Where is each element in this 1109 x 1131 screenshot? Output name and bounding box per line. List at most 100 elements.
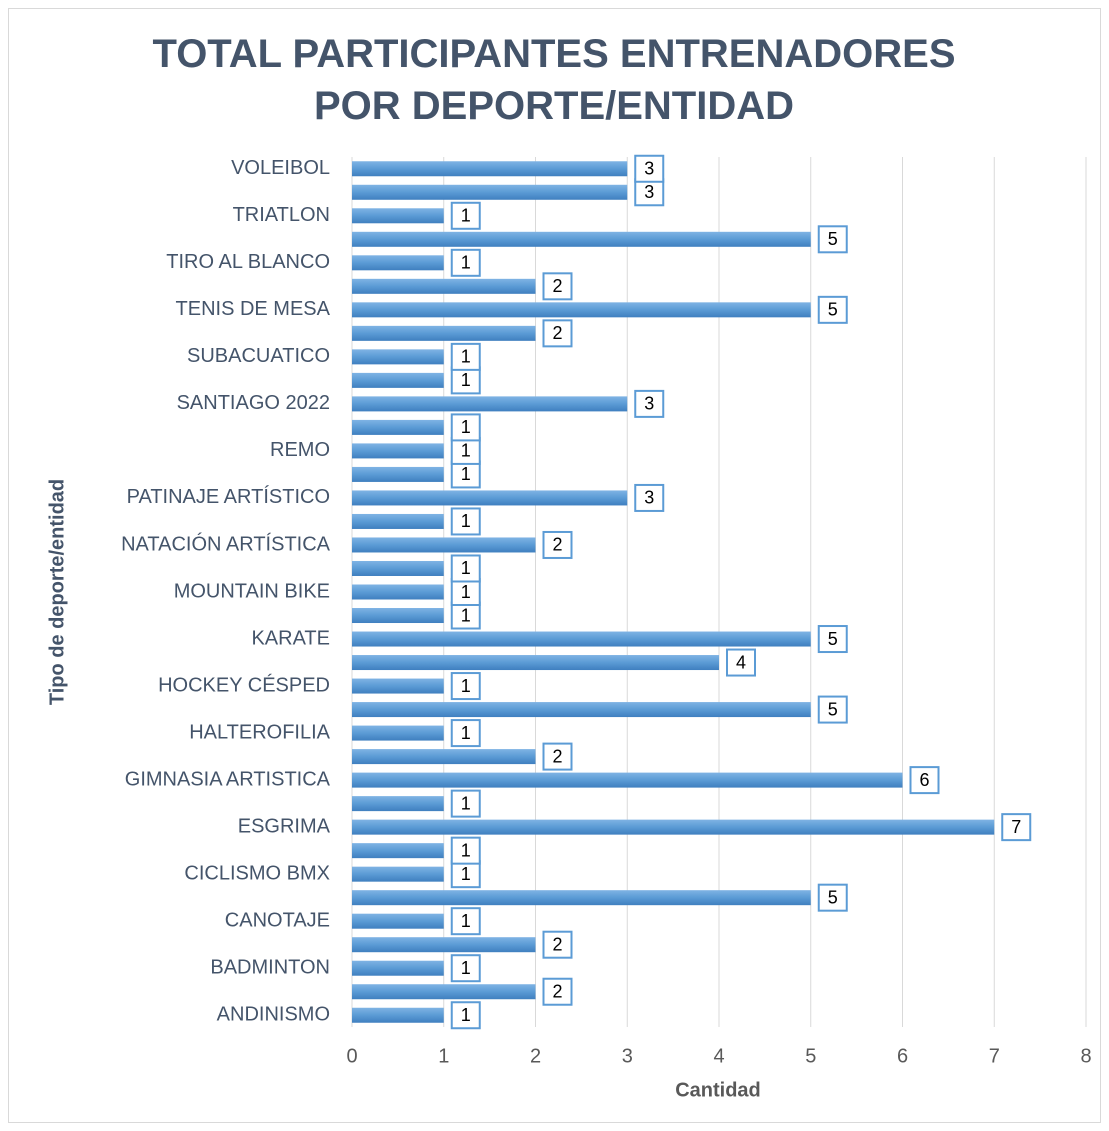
bar	[352, 560, 444, 576]
x-tick-label: 8	[1080, 1045, 1091, 1067]
data-label-box	[450, 719, 481, 748]
bar	[352, 678, 444, 694]
data-label: 6	[919, 770, 929, 790]
bar	[352, 278, 536, 294]
data-label-box	[450, 836, 481, 865]
data-label-box	[817, 695, 848, 724]
data-label-box	[450, 601, 481, 630]
bar	[352, 419, 444, 435]
data-label: 3	[644, 488, 654, 508]
bar	[352, 866, 444, 882]
data-label: 3	[644, 182, 654, 202]
data-label-box	[634, 178, 665, 207]
y-tick-label: VOLEIBOL	[231, 157, 330, 179]
data-label: 2	[552, 934, 562, 954]
y-tick-label: NATACIÓN ARTÍSTICA	[121, 532, 331, 555]
y-tick-label: SUBACUATICO	[187, 345, 330, 367]
data-label-box	[1001, 813, 1032, 842]
bar	[352, 772, 903, 788]
data-label: 3	[644, 394, 654, 414]
bar	[352, 184, 628, 200]
chart-border	[8, 8, 1101, 1123]
data-label: 1	[461, 1005, 471, 1025]
bar	[352, 302, 811, 318]
data-label-box	[634, 389, 665, 418]
data-label: 1	[461, 370, 471, 390]
data-label: 1	[461, 840, 471, 860]
bar	[352, 396, 628, 412]
bar	[352, 231, 811, 247]
data-label: 1	[461, 206, 471, 226]
data-label: 1	[461, 911, 471, 931]
x-tick-label: 0	[346, 1045, 357, 1067]
data-label-box	[634, 483, 665, 512]
data-label-box	[450, 248, 481, 277]
data-label: 1	[461, 723, 471, 743]
data-label-box	[542, 977, 573, 1006]
data-label-box	[450, 460, 481, 489]
x-tick-label: 5	[805, 1045, 816, 1067]
data-label-box	[542, 930, 573, 959]
y-tick-label: HOCKEY CÉSPED	[158, 673, 330, 696]
x-tick-label: 2	[530, 1045, 541, 1067]
bar	[352, 843, 444, 859]
data-label: 2	[552, 535, 562, 555]
data-label-box	[817, 625, 848, 654]
bar	[352, 443, 444, 459]
y-tick-label: CANOTAJE	[225, 909, 330, 931]
data-label-box	[450, 342, 481, 371]
y-tick-label: TIRO AL BLANCO	[166, 251, 330, 273]
x-tick-label: 7	[989, 1045, 1000, 1067]
bar	[352, 161, 628, 177]
bar	[352, 608, 444, 624]
data-label: 1	[461, 441, 471, 461]
x-tick-label: 3	[622, 1045, 633, 1067]
bar	[352, 513, 444, 529]
y-tick-label: CICLISMO BMX	[184, 862, 330, 884]
y-tick-label: HALTEROFILIA	[189, 721, 330, 743]
bar	[352, 325, 536, 341]
bar	[352, 890, 811, 906]
bar	[352, 537, 536, 553]
data-label-box	[450, 1001, 481, 1030]
data-label: 1	[461, 511, 471, 531]
data-label: 2	[552, 746, 562, 766]
y-tick-label: SANTIAGO 2022	[177, 392, 330, 414]
y-tick-label: TENIS DE MESA	[176, 298, 331, 320]
data-label-box	[634, 154, 665, 183]
y-tick-label: ANDINISMO	[217, 1004, 330, 1026]
bar	[352, 466, 444, 482]
data-label-box	[450, 954, 481, 983]
x-axis-title: Cantidad	[675, 1079, 761, 1101]
data-label-box	[450, 507, 481, 536]
bar	[352, 749, 536, 765]
data-label-box	[542, 742, 573, 771]
y-tick-label: MOUNTAIN BIKE	[174, 580, 330, 602]
y-tick-label: REMO	[270, 439, 330, 461]
data-label: 5	[828, 229, 838, 249]
data-label: 1	[461, 558, 471, 578]
x-tick-label: 1	[438, 1045, 449, 1067]
bar	[352, 255, 444, 271]
data-label-box	[817, 883, 848, 912]
bar	[352, 702, 811, 718]
data-label: 2	[552, 276, 562, 296]
data-label-box	[542, 272, 573, 301]
bar	[352, 631, 811, 647]
bar	[352, 984, 536, 1000]
data-label: 5	[828, 300, 838, 320]
data-label-box	[450, 554, 481, 583]
x-tick-label: 6	[897, 1045, 908, 1067]
y-tick-label: TRIATLON	[233, 204, 330, 226]
data-label: 1	[461, 253, 471, 273]
data-label-box	[450, 436, 481, 465]
data-label: 7	[1011, 817, 1021, 837]
y-tick-label: PATINAJE ARTÍSTICO	[127, 485, 330, 508]
data-label-box	[542, 530, 573, 559]
bar	[352, 584, 444, 600]
data-label: 1	[461, 464, 471, 484]
bar	[352, 960, 444, 976]
y-tick-label: KARATE	[251, 627, 330, 649]
